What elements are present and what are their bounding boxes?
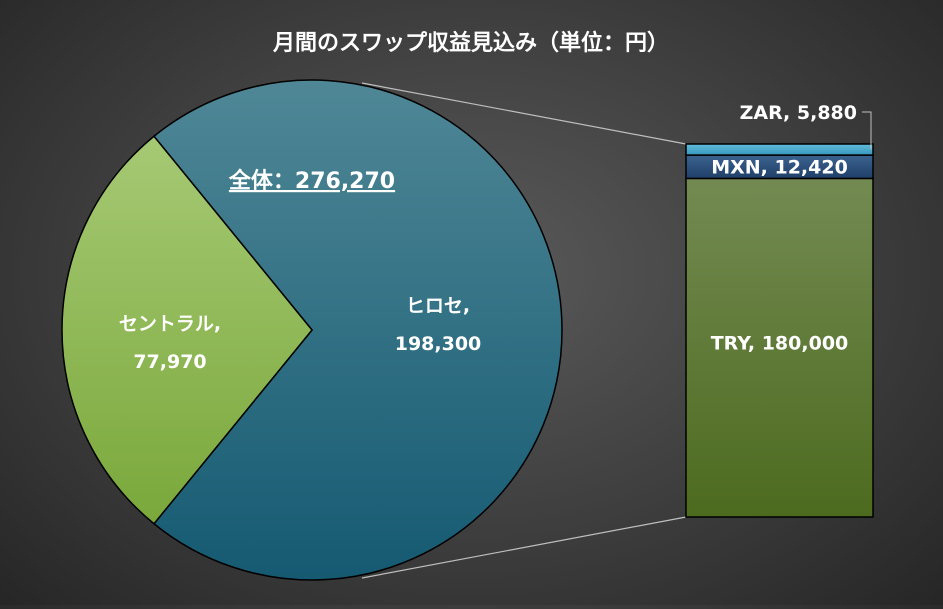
- bar-label-zar: ZAR, 5,880: [740, 102, 857, 124]
- stacked-bar: TRY, 180,000 MXN, 12,420 ZAR, 5,880: [685, 102, 874, 518]
- pie: ヒロセ, 198,300 セントラル, 77,970: [61, 79, 563, 581]
- pie-label-value: 198,300: [395, 333, 482, 355]
- pie-label-name: セントラル,: [119, 313, 221, 335]
- pie-label-name: ヒロセ,: [406, 295, 470, 317]
- bar-label-mxn: MXN, 12,420: [711, 157, 848, 179]
- pie-slice-セントラル: [61, 135, 313, 525]
- connector-line-bottom: [361, 516, 687, 579]
- pie-slice-ヒロセ: [152, 79, 563, 581]
- bar-segment-zar: [685, 143, 874, 156]
- bar-segment-try: [685, 177, 874, 518]
- connector-line-top: [361, 82, 687, 145]
- chart-title: 月間のスワップ収益見込み（単位：円）: [272, 30, 669, 56]
- leader-line: [862, 111, 872, 150]
- connector-lines: [361, 82, 687, 579]
- pie-label-value: 77,970: [133, 351, 206, 373]
- bar-label-try: TRY, 180,000: [711, 333, 849, 355]
- total-label: 全体：276,270: [228, 168, 395, 194]
